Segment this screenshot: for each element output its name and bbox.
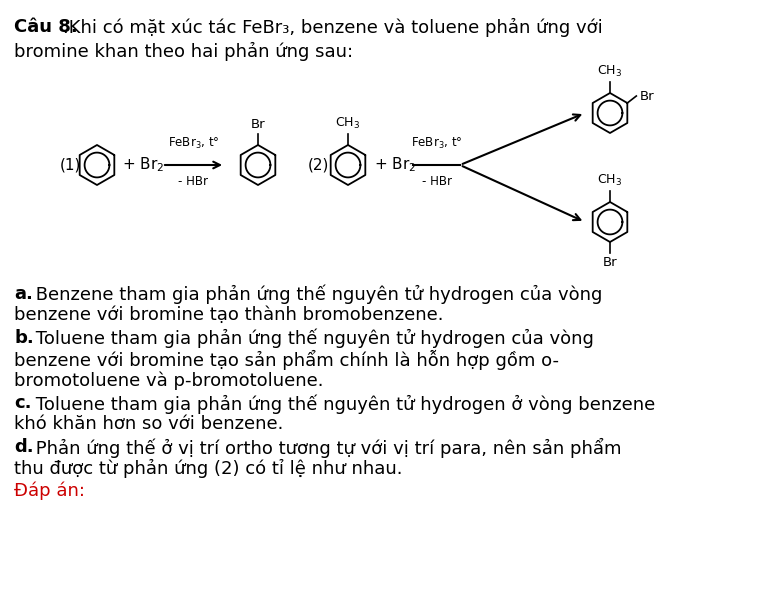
Text: (2): (2) xyxy=(308,158,330,173)
Text: Toluene tham gia phản ứng thế nguyên tử hydrogen của vòng: Toluene tham gia phản ứng thế nguyên tử … xyxy=(30,329,594,349)
Text: FeBr$_3$, t°: FeBr$_3$, t° xyxy=(168,136,219,151)
Text: Toluene tham gia phản ứng thế nguyên tử hydrogen ở vòng benzene: Toluene tham gia phản ứng thế nguyên tử … xyxy=(30,394,656,414)
Text: Br: Br xyxy=(251,118,265,131)
Text: + Br$_2$: + Br$_2$ xyxy=(374,156,416,174)
Text: benzene với bromine tạo thành bromobenzene.: benzene với bromine tạo thành bromobenze… xyxy=(14,306,444,324)
Text: Đáp án:: Đáp án: xyxy=(14,482,85,500)
Text: benzene với bromine tạo sản phẩm chính là hỗn hợp gồm o-: benzene với bromine tạo sản phẩm chính l… xyxy=(14,350,559,370)
Text: CH$_3$: CH$_3$ xyxy=(598,173,622,188)
Text: Câu 8.: Câu 8. xyxy=(14,18,77,36)
Text: Benzene tham gia phản ứng thế nguyên tử hydrogen của vòng: Benzene tham gia phản ứng thế nguyên tử … xyxy=(30,285,602,304)
Text: - HBr: - HBr xyxy=(422,175,451,188)
Text: + Br$_2$: + Br$_2$ xyxy=(122,156,164,174)
Text: FeBr$_3$, t°: FeBr$_3$, t° xyxy=(411,136,462,151)
Text: d.: d. xyxy=(14,438,33,456)
Text: Br: Br xyxy=(639,90,654,103)
Text: (1): (1) xyxy=(60,158,81,173)
Text: Phản ứng thế ở vị trí ortho tương tự với vị trí para, nên sản phẩm: Phản ứng thế ở vị trí ortho tương tự với… xyxy=(30,438,622,458)
Text: b.: b. xyxy=(14,329,34,347)
Text: khó khăn hơn so với benzene.: khó khăn hơn so với benzene. xyxy=(14,415,283,433)
Text: thu được từ phản ứng (2) có tỉ lệ như nhau.: thu được từ phản ứng (2) có tỉ lệ như nh… xyxy=(14,459,402,478)
Text: c.: c. xyxy=(14,394,32,412)
Text: a.: a. xyxy=(14,285,33,303)
Text: CH$_3$: CH$_3$ xyxy=(335,116,361,131)
Text: bromine khan theo hai phản ứng sau:: bromine khan theo hai phản ứng sau: xyxy=(14,42,353,61)
Text: CH$_3$: CH$_3$ xyxy=(598,64,622,79)
Text: Br: Br xyxy=(603,256,618,269)
Text: bromotoluene và p-bromotoluene.: bromotoluene và p-bromotoluene. xyxy=(14,371,324,389)
Text: .Khi có mặt xúc tác FeBr₃, benzene và toluene phản ứng với: .Khi có mặt xúc tác FeBr₃, benzene và to… xyxy=(63,18,603,37)
Text: - HBr: - HBr xyxy=(179,175,208,188)
